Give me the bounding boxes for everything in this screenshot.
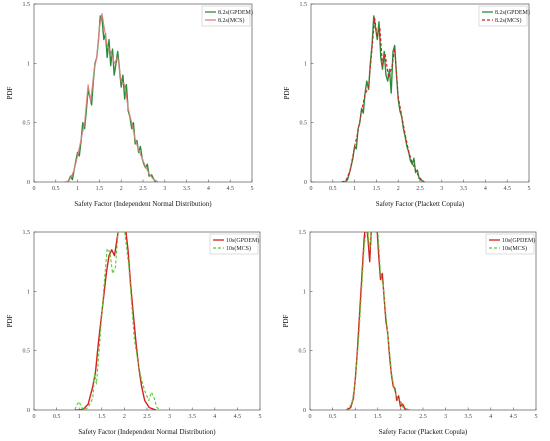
x-tick-label: 5 — [535, 414, 538, 420]
x-tick-label: 4.5 — [226, 186, 234, 192]
x-tick-label: 2.5 — [419, 414, 427, 420]
legend-box — [209, 233, 259, 255]
y-tick-label: 1.5 — [300, 2, 308, 8]
y-axis-label: PDF — [6, 86, 14, 99]
x-tick-label: 2 — [397, 186, 400, 192]
y-tick-label: 1.5 — [23, 230, 31, 236]
legend-box — [485, 233, 535, 255]
x-tick-label: 0.5 — [53, 414, 61, 420]
y-tick-label: 1 — [303, 289, 306, 295]
y-tick-label: 0 — [27, 180, 30, 186]
x-tick-label: 0 — [309, 414, 312, 420]
x-axis-label: Safety Factor (Independent Normal Distri… — [74, 200, 212, 208]
x-tick-label: 3 — [168, 414, 171, 420]
x-tick-label: 4.5 — [503, 186, 511, 192]
x-tick-label: 5 — [528, 186, 531, 192]
legend-box — [201, 5, 251, 27]
x-tick-label: 3.5 — [464, 414, 472, 420]
y-tick-label: 0 — [304, 180, 307, 186]
x-tick-label: 4 — [489, 414, 492, 420]
x-tick-label: 1.5 — [374, 414, 382, 420]
series-line-2 — [345, 232, 410, 410]
chart-panel-top-left: 0 0.5 1 1.5 2 2.5 3 3.5 4 4.5 5 0 0.5 1 1.5 Safety Fact… — [6, 2, 254, 208]
y-tick-label: 0.5 — [300, 121, 308, 127]
x-tick-label: 0 — [33, 414, 36, 420]
x-tick-label: 0 — [33, 186, 36, 192]
series-line-1 — [345, 232, 410, 410]
x-tick-label: 4.5 — [510, 414, 518, 420]
legend-entry: 8.2s(MCS) — [495, 17, 522, 24]
x-tick-label: 0.5 — [329, 186, 337, 192]
x-axis-label: Safety Factor (Plackett Copula) — [376, 200, 465, 208]
x-tick-label: 1.5 — [373, 186, 381, 192]
x-tick-label: 2 — [123, 414, 126, 420]
y-tick-label: 0.5 — [23, 349, 31, 355]
y-tick-label: 1.5 — [299, 230, 307, 236]
y-tick-label: 0 — [27, 408, 30, 414]
x-tick-label: 3.5 — [188, 414, 196, 420]
x-tick-label: 0.5 — [52, 186, 60, 192]
x-tick-label: 3.5 — [460, 186, 468, 192]
x-tick-label: 3 — [440, 186, 443, 192]
chart-panel-top-right: 0 0.5 1 1.5 2 2.5 3 3.5 4 4.5 5 0 0.5 1 1.5 Safety Fact… — [283, 2, 531, 208]
x-tick-label: 5 — [251, 186, 254, 192]
chart-panel-bottom-left: 0 0.5 1 1.5 2 2.5 3 3.5 4 4.5 5 0 0.5 1 1.5 Safety Fact… — [6, 230, 262, 436]
y-tick-label: 0 — [303, 408, 306, 414]
series-line-2 — [70, 232, 161, 410]
x-axis-label: Safety Factor (Plackett Copula) — [379, 428, 468, 436]
series-line-1 — [74, 232, 157, 410]
x-tick-label: 2.5 — [139, 186, 147, 192]
legend-entry: 10s(MCS) — [226, 245, 251, 252]
legend-entry: 10s(MCS) — [502, 245, 527, 252]
x-tick-label: 0.5 — [329, 414, 337, 420]
y-tick-label: 1 — [27, 61, 30, 67]
x-tick-label: 1.5 — [96, 186, 104, 192]
y-tick-label: 1 — [304, 61, 307, 67]
x-tick-label: 3.5 — [183, 186, 191, 192]
y-axis-label: PDF — [283, 86, 291, 99]
x-tick-label: 1 — [353, 186, 356, 192]
legend-entry: 8.2s(GPDEM) — [218, 9, 253, 16]
y-tick-label: 1 — [27, 289, 30, 295]
x-tick-label: 2.5 — [416, 186, 424, 192]
x-tick-label: 1 — [354, 414, 357, 420]
legend-entry: 8.2s(MCS) — [218, 17, 245, 24]
x-tick-label: 1.5 — [98, 414, 106, 420]
x-tick-label: 3 — [444, 414, 447, 420]
legend-entry: 10s(GPDEM) — [226, 237, 259, 244]
x-tick-label: 1 — [76, 186, 79, 192]
series-line-1 — [64, 15, 159, 182]
x-tick-label: 4 — [484, 186, 487, 192]
x-tick-label: 3 — [163, 186, 166, 192]
series-line-2 — [64, 12, 159, 182]
x-tick-label: 4.5 — [234, 414, 242, 420]
plot-frame — [309, 231, 537, 411]
series-line-1 — [341, 15, 425, 182]
x-axis-label: Safety Factor (Independent Normal Distri… — [78, 428, 216, 436]
x-tick-label: 2 — [120, 186, 123, 192]
chart-panel-bottom-right: 0 0.5 1 1.5 2 2.5 3 3.5 4 4.5 5 0 0.5 1 1.5 Safety Fact… — [282, 230, 538, 436]
y-tick-label: 0.5 — [23, 121, 31, 127]
x-tick-label: 4 — [207, 186, 210, 192]
x-tick-label: 1 — [78, 414, 81, 420]
legend-box — [478, 5, 528, 27]
y-axis-label: PDF — [6, 314, 14, 327]
legend-entry: 10s(GPDEM) — [502, 237, 535, 244]
series-line-2 — [341, 17, 425, 182]
y-tick-label: 0.5 — [299, 349, 307, 355]
plot-frame — [33, 3, 253, 183]
y-axis-label: PDF — [282, 314, 290, 327]
plot-frame — [310, 3, 530, 183]
y-tick-label: 1.5 — [23, 2, 31, 8]
legend-entry: 8.2s(GPDEM) — [495, 9, 530, 16]
x-tick-label: 5 — [259, 414, 262, 420]
x-tick-label: 2.5 — [143, 414, 151, 420]
x-tick-label: 0 — [310, 186, 313, 192]
x-tick-label: 4 — [213, 414, 216, 420]
plot-frame — [33, 231, 261, 411]
x-tick-label: 2 — [399, 414, 402, 420]
